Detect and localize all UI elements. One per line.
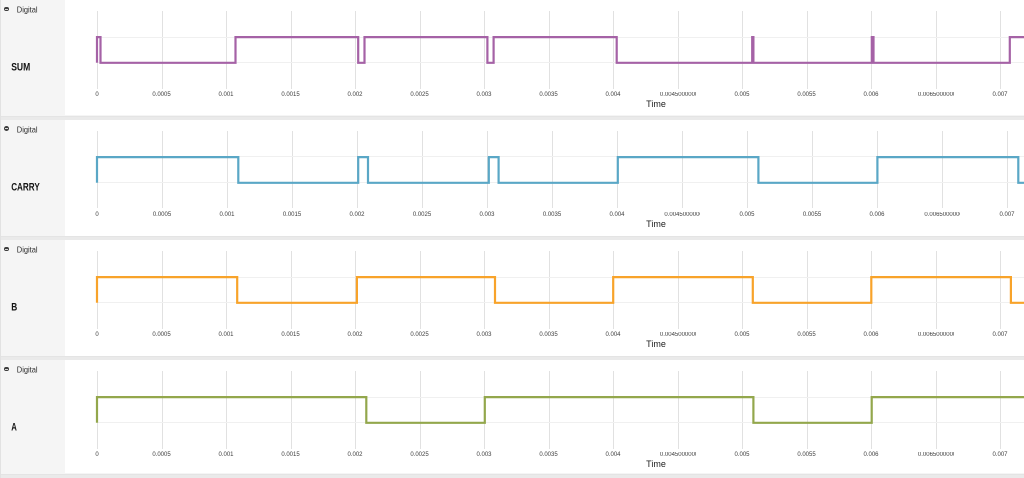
- svg-text:Digital: Digital: [17, 244, 38, 254]
- svg-text:B: B: [11, 302, 17, 314]
- svg-text:Digital: Digital: [17, 124, 38, 134]
- svg-text:Digital: Digital: [17, 364, 38, 374]
- svg-text:SUM: SUM: [11, 62, 30, 74]
- svg-text:A: A: [11, 422, 17, 434]
- svg-text:Digital: Digital: [17, 4, 38, 14]
- svg-text:CARRY: CARRY: [11, 181, 40, 193]
